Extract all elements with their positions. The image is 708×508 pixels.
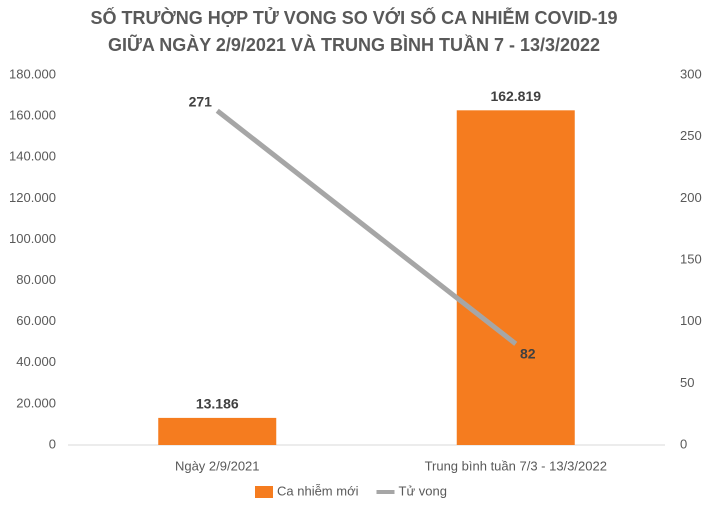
y-tick-label: 180.000 — [9, 66, 56, 81]
value-label: 271 — [189, 93, 213, 109]
y-tick-label: 0 — [49, 436, 56, 451]
legend-label: Tử vong — [399, 483, 447, 498]
x-tick-label: Ngày 2/9/2021 — [175, 458, 260, 473]
y2-tick-label: 50 — [680, 375, 694, 390]
y-tick-label: 100.000 — [9, 231, 56, 246]
line — [215, 108, 518, 346]
value-label: 162.819 — [490, 88, 541, 104]
y-tick-label: 160.000 — [9, 108, 56, 123]
legend-swatch — [255, 486, 273, 498]
y2-tick-label: 200 — [680, 190, 702, 205]
bar — [158, 417, 277, 445]
y-tick-label: 120.000 — [9, 190, 56, 205]
chart-title: GIỮA NGÀY 2/9/2021 VÀ TRUNG BÌNH TUẦN 7 … — [108, 34, 600, 55]
y2-tick-label: 250 — [680, 128, 702, 143]
y-tick-label: 20.000 — [16, 395, 56, 410]
x-tick-label: Trung bình tuần 7/3 - 13/3/2022 — [425, 458, 607, 473]
y2-tick-label: 150 — [680, 251, 702, 266]
legend-label: Ca nhiễm mới — [277, 483, 359, 498]
y2-tick-label: 100 — [680, 313, 702, 328]
chart-title: SỐ TRƯỜNG HỢP TỬ VONG SO VỚI SỐ CA NHIỄM… — [91, 7, 618, 28]
y-tick-label: 140.000 — [9, 149, 56, 164]
y-tick-label: 60.000 — [16, 313, 56, 328]
y2-tick-label: 0 — [680, 436, 687, 451]
value-label: 82 — [520, 346, 536, 362]
y-tick-label: 40.000 — [16, 354, 56, 369]
y2-tick-label: 300 — [680, 66, 702, 81]
bar — [456, 110, 575, 445]
value-label: 13.186 — [196, 396, 239, 412]
y-tick-label: 80.000 — [16, 272, 56, 287]
